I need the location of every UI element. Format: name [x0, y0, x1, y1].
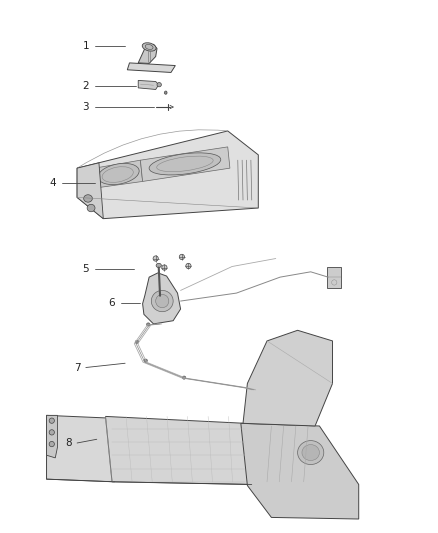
- Ellipse shape: [87, 204, 95, 212]
- Ellipse shape: [302, 445, 319, 461]
- Polygon shape: [141, 147, 230, 181]
- Ellipse shape: [186, 263, 191, 269]
- Ellipse shape: [149, 153, 221, 175]
- Polygon shape: [143, 273, 180, 324]
- Ellipse shape: [144, 359, 148, 362]
- Text: 3: 3: [82, 102, 89, 112]
- Polygon shape: [243, 330, 332, 426]
- Text: 8: 8: [65, 438, 72, 448]
- Ellipse shape: [153, 256, 158, 261]
- Ellipse shape: [49, 430, 54, 435]
- Ellipse shape: [156, 263, 161, 268]
- Text: 6: 6: [109, 297, 115, 308]
- Text: 2: 2: [82, 81, 89, 91]
- Ellipse shape: [135, 341, 139, 344]
- Ellipse shape: [142, 43, 156, 51]
- Polygon shape: [241, 423, 359, 519]
- Ellipse shape: [157, 83, 161, 87]
- Polygon shape: [46, 415, 57, 458]
- Ellipse shape: [164, 91, 167, 94]
- Ellipse shape: [147, 323, 150, 326]
- Polygon shape: [95, 160, 143, 188]
- Polygon shape: [106, 416, 252, 484]
- Ellipse shape: [49, 441, 54, 447]
- Ellipse shape: [297, 441, 324, 465]
- Polygon shape: [327, 266, 341, 288]
- Ellipse shape: [49, 418, 54, 423]
- Polygon shape: [46, 415, 114, 482]
- Polygon shape: [127, 63, 175, 72]
- Polygon shape: [138, 80, 159, 90]
- Ellipse shape: [162, 265, 167, 270]
- Ellipse shape: [98, 164, 139, 184]
- Ellipse shape: [182, 376, 186, 379]
- Text: 4: 4: [50, 177, 57, 188]
- Polygon shape: [77, 131, 258, 219]
- Polygon shape: [77, 163, 103, 219]
- Text: 7: 7: [74, 362, 81, 373]
- Text: 1: 1: [82, 41, 89, 51]
- Ellipse shape: [155, 294, 169, 308]
- Ellipse shape: [151, 290, 173, 312]
- Ellipse shape: [84, 195, 92, 202]
- Text: 5: 5: [82, 264, 89, 273]
- Polygon shape: [138, 44, 157, 63]
- Ellipse shape: [179, 254, 184, 260]
